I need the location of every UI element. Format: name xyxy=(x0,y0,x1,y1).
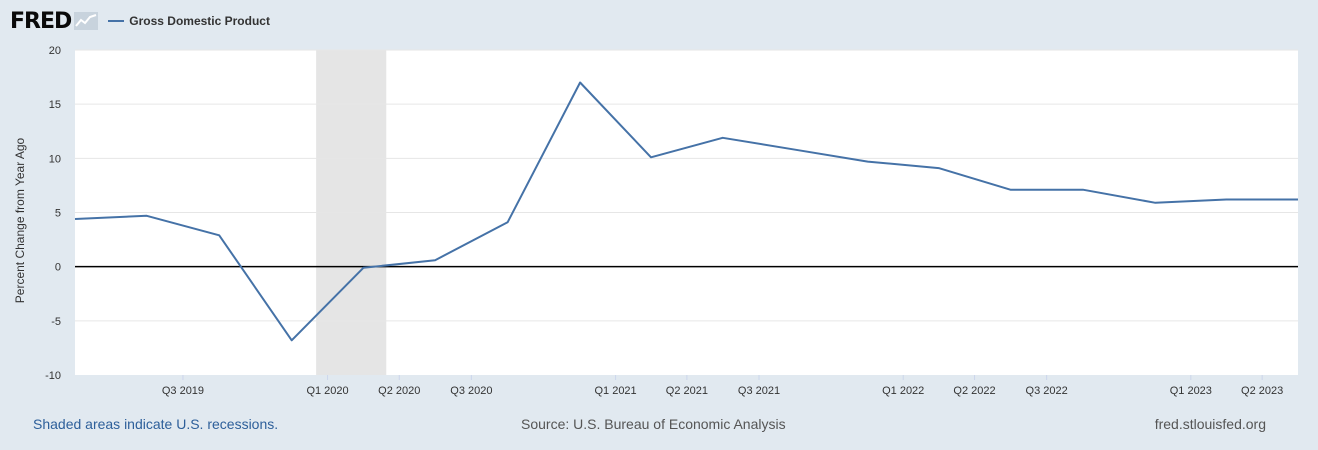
y-tick-label: -5 xyxy=(51,316,61,328)
x-tick-label: Q2 2022 xyxy=(953,385,995,397)
y-tick-label: 5 xyxy=(55,208,61,220)
legend: Gross Domestic Product xyxy=(108,14,270,28)
fred-logo[interactable]: FRED xyxy=(10,8,72,34)
recession-note: Shaded areas indicate U.S. recessions. xyxy=(33,416,279,432)
legend-label[interactable]: Gross Domestic Product xyxy=(129,14,270,28)
x-tick-label: Q3 2019 xyxy=(162,385,204,397)
x-tick-label: Q3 2021 xyxy=(738,385,780,397)
y-tick-label: 15 xyxy=(49,99,61,111)
x-tick-label: Q1 2023 xyxy=(1170,385,1212,397)
y-tick-label: -10 xyxy=(45,370,61,382)
x-tick-label: Q3 2020 xyxy=(450,385,492,397)
x-tick-label: Q2 2020 xyxy=(378,385,420,397)
x-tick-label: Q1 2021 xyxy=(594,385,636,397)
x-tick-label: Q1 2020 xyxy=(306,385,348,397)
series-line-0 xyxy=(74,81,1298,342)
legend-swatch xyxy=(108,20,125,22)
x-tick-label: Q1 2022 xyxy=(882,385,924,397)
fred-chart-icon xyxy=(74,12,99,30)
x-tick-label: Q2 2021 xyxy=(666,385,708,397)
y-tick-label: 10 xyxy=(49,153,61,165)
y-tick-label: 0 xyxy=(55,262,61,274)
source-note: Source: U.S. Bureau of Economic Analysis xyxy=(521,416,786,432)
x-tick-label: Q2 2023 xyxy=(1241,385,1283,397)
x-tick-label: Q3 2022 xyxy=(1026,385,1068,397)
site-link[interactable]: fred.stlouisfed.org xyxy=(1154,416,1266,432)
gdp-chart: -10 -5 0 5 10 15 20 Percent Change from Year Ag… xyxy=(13,45,1298,397)
y-tick-label: 20 xyxy=(49,45,61,57)
y-axis-title: Percent Change from Year Ago xyxy=(13,137,27,303)
chart-header: FRED Gross Domestic Product xyxy=(10,8,270,34)
